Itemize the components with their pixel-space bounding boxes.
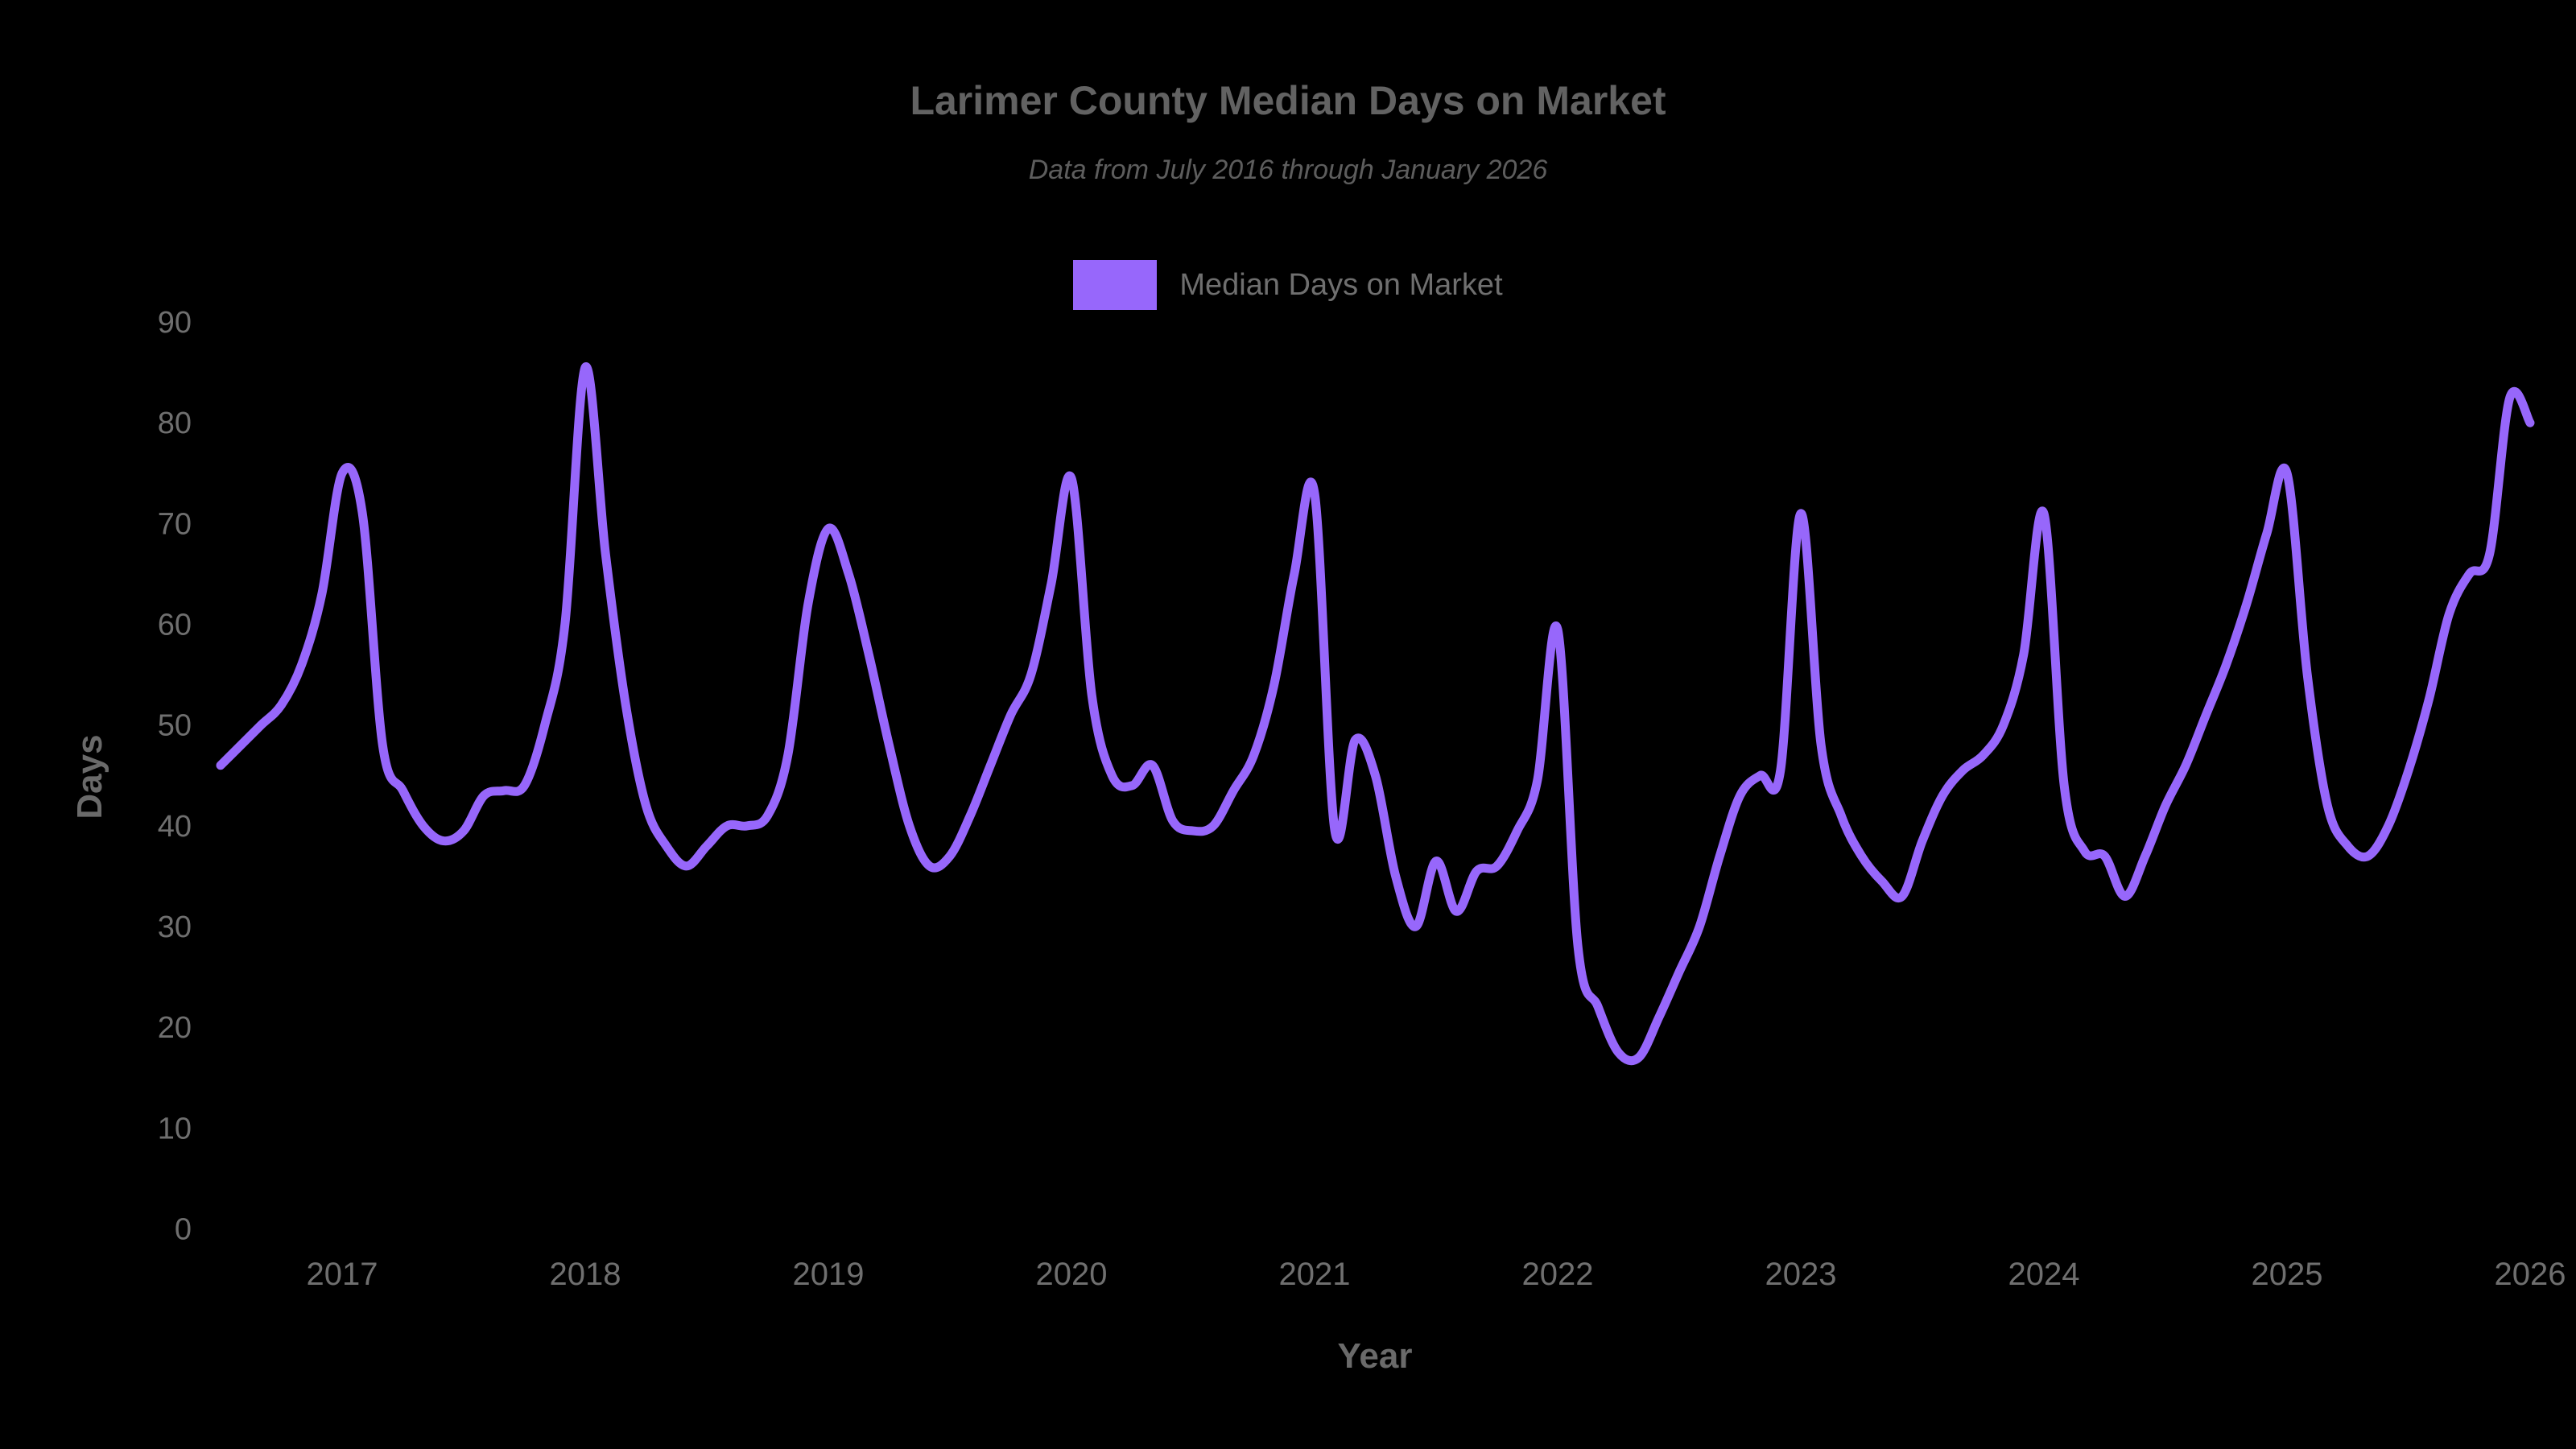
series-line [216,362,2535,1066]
legend: Median Days on Market [0,258,2576,312]
y-tick-label: 60 [158,609,192,642]
x-tick-label: 2023 [1765,1257,1837,1292]
y-tick-label: 80 [158,407,192,440]
y-tick-label: 30 [158,910,192,944]
y-tick-label: 70 [158,507,192,541]
x-tick-label: 2019 [793,1257,865,1292]
x-tick-label: 2025 [2252,1257,2323,1292]
y-tick-label: 50 [158,709,192,743]
x-tick-label: 2021 [1279,1257,1351,1292]
legend-label: Median Days on Market [1179,267,1503,302]
chart-title: Larimer County Median Days on Market [910,78,1666,123]
chart-subtitle: Data from July 2016 through January 2026 [1028,155,1548,185]
y-tick-label: 90 [158,306,192,340]
x-tick-label: 2018 [550,1257,621,1292]
x-axis-title: Year [1337,1336,1413,1376]
x-tick-label: 2022 [1522,1257,1594,1292]
x-tick-label: 2026 [2495,1257,2566,1292]
y-tick-label: 40 [158,810,192,844]
y-axis-ticks: 0 10 20 30 40 50 60 70 80 90 [158,306,192,1246]
y-tick-label: 20 [158,1011,192,1045]
y-tick-label: 10 [158,1112,192,1146]
legend-swatch [1073,260,1158,310]
y-tick-label: 0 [175,1213,192,1247]
x-tick-label: 2017 [307,1257,378,1292]
x-tick-label: 2020 [1036,1257,1108,1292]
x-axis-ticks: 2017 2018 2019 2020 2021 2022 2023 2024 2025 2026 [307,1257,2566,1292]
x-tick-label: 2024 [2008,1257,2080,1292]
